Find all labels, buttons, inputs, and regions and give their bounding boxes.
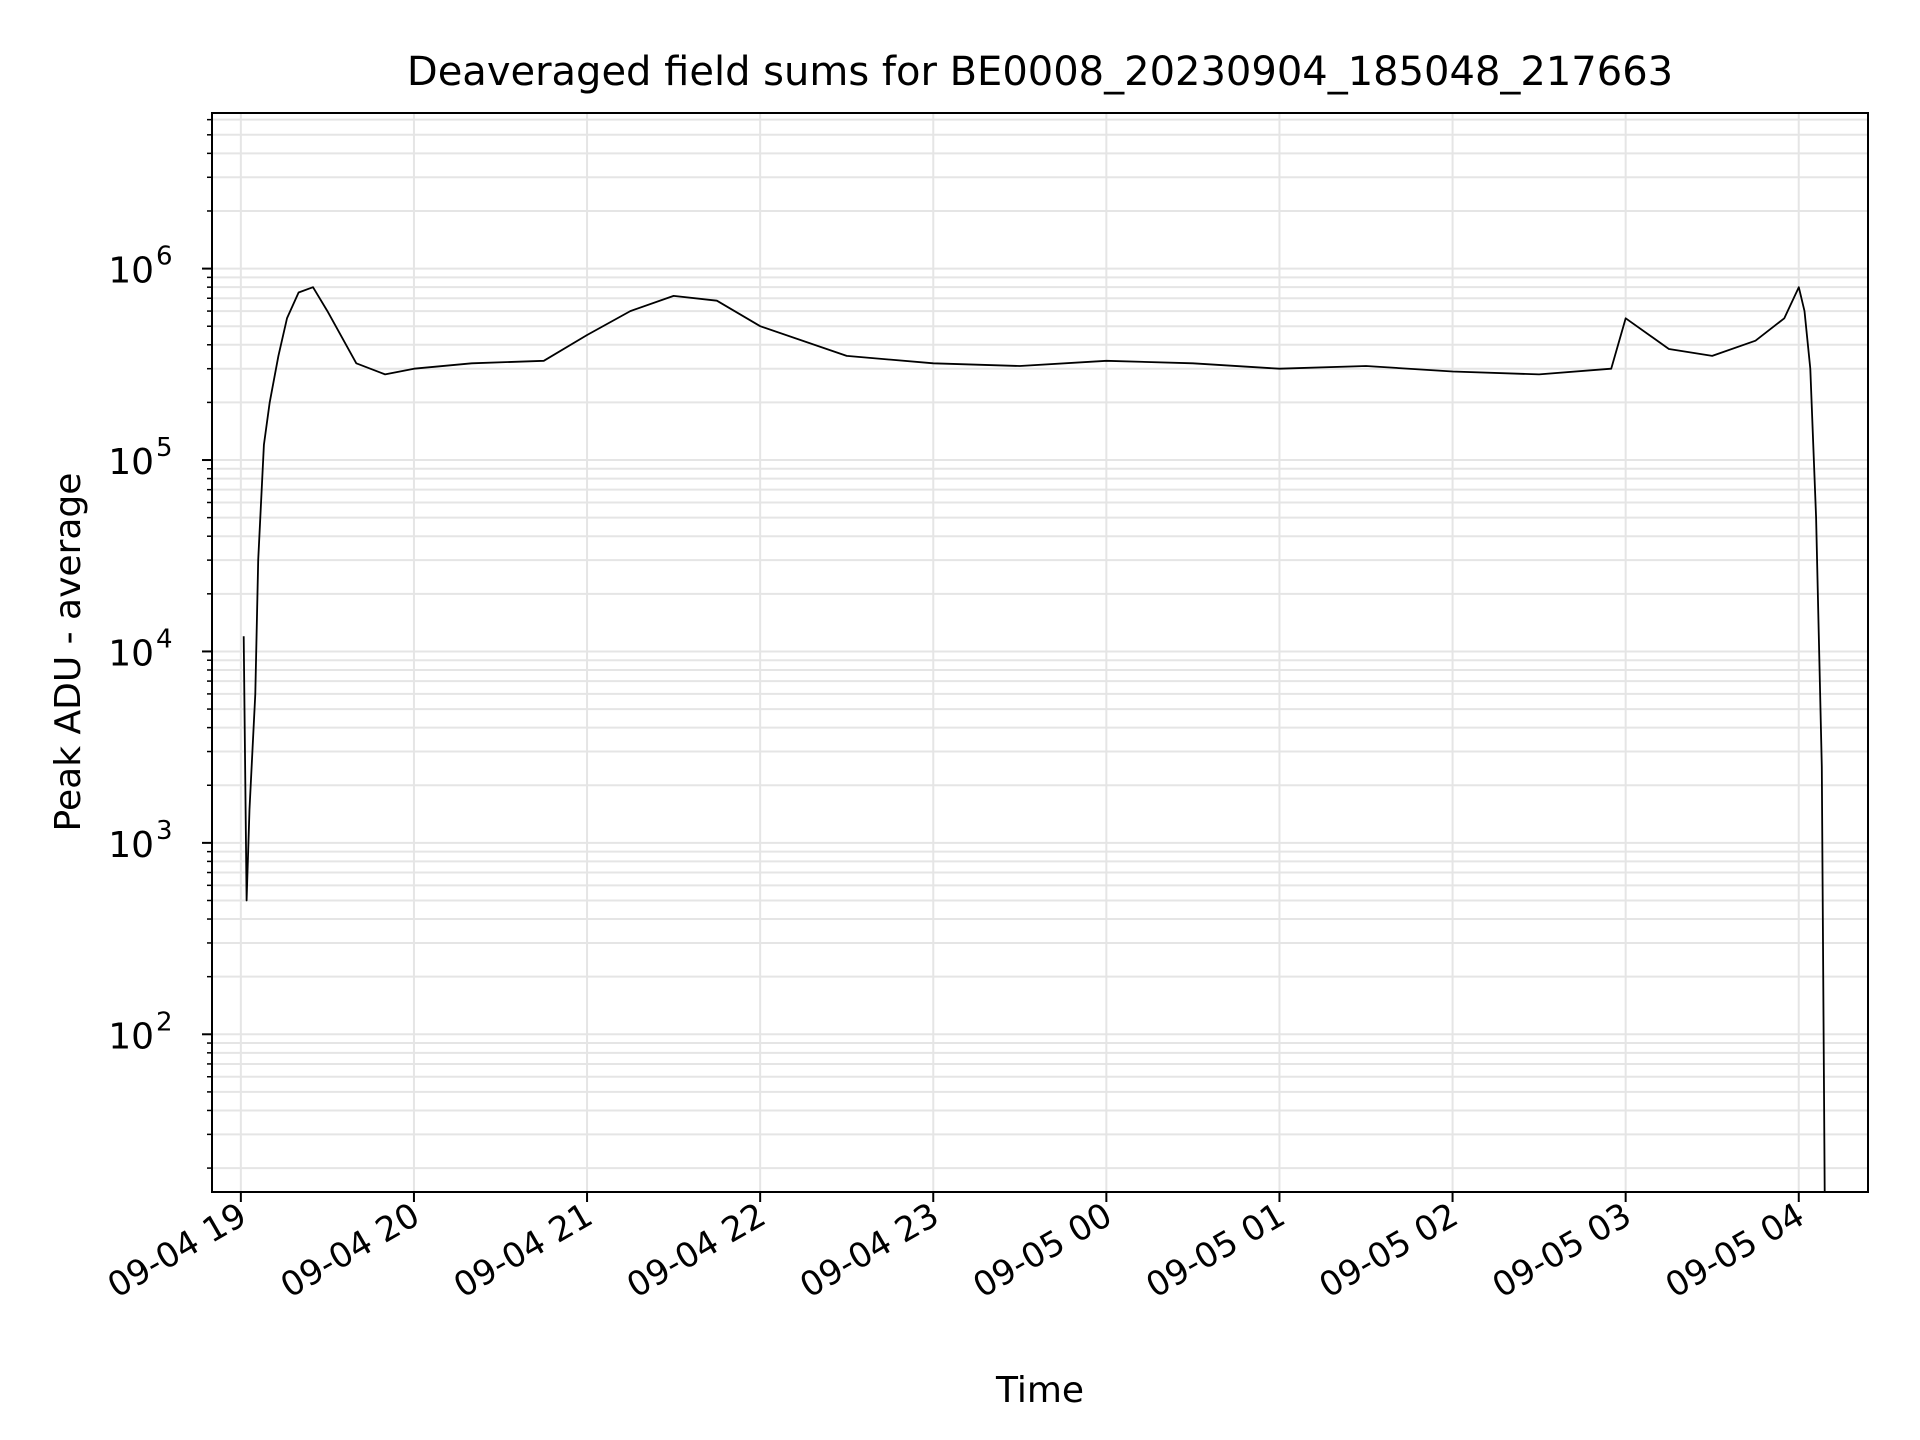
plot-frame <box>211 112 1869 1193</box>
series-layer <box>242 286 1826 1193</box>
y-tick-label: 10 <box>108 1016 154 1057</box>
y-tick-label: 10 <box>108 442 154 483</box>
y-tick-exponent: 5 <box>156 433 173 463</box>
y-tick-exponent: 6 <box>156 242 173 272</box>
y-tick-label: 10 <box>108 251 154 292</box>
y-tick-exponent: 3 <box>156 816 173 846</box>
y-tick-exponent: 4 <box>156 624 173 654</box>
y-tick-label: 10 <box>108 825 154 866</box>
y-axis-label: Peak ADU - average <box>48 473 89 832</box>
y-tick-exponent: 2 <box>156 1007 173 1037</box>
chart-title: Deaveraged field sums for BE0008_2023090… <box>407 49 1673 95</box>
grid <box>212 113 1868 1192</box>
x-axis-label: Time <box>995 1370 1084 1411</box>
series-line <box>242 286 1826 1193</box>
y-tick-label: 10 <box>108 633 154 674</box>
